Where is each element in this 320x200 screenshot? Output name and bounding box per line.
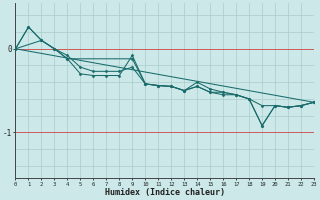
X-axis label: Humidex (Indice chaleur): Humidex (Indice chaleur)	[105, 188, 225, 197]
